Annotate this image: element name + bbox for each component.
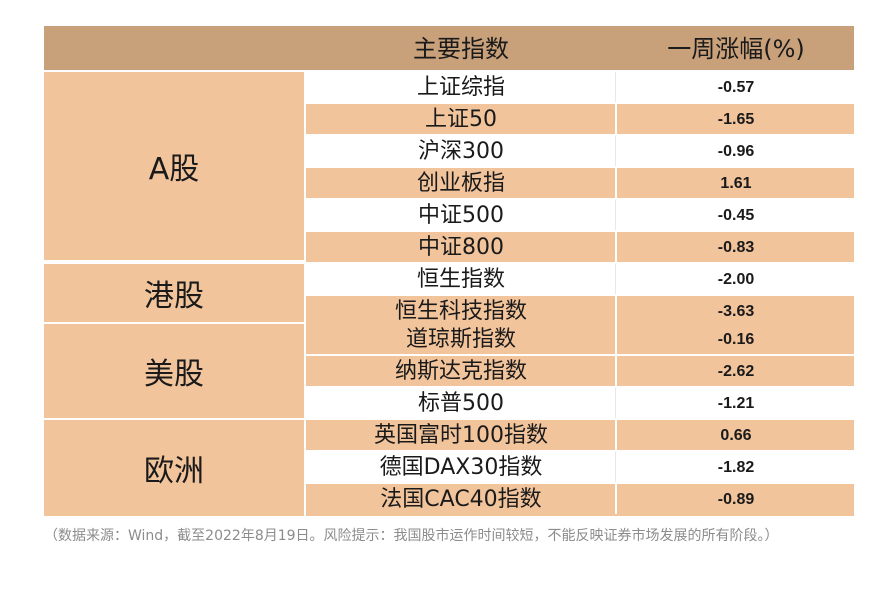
weekly-change: -1.82: [717, 459, 755, 476]
weekly-change: -0.96: [717, 143, 755, 160]
index-name: 德国DAX30指数: [379, 455, 543, 480]
header-weekly-change: 一周涨幅(%): [667, 35, 805, 63]
index-name: 英国富时100指数: [374, 423, 548, 448]
table-row: 创业板指 1.61: [306, 168, 854, 198]
group-a-shares: A股: [44, 72, 304, 260]
table-header: 主要指数 一周涨幅(%): [44, 26, 854, 70]
weekly-change: -2.62: [717, 363, 755, 380]
index-name: 道琼斯指数: [405, 327, 516, 352]
index-name: 上证综指: [416, 75, 505, 100]
weekly-change: -3.63: [717, 303, 755, 320]
weekly-change: -0.57: [717, 79, 755, 96]
index-name: 上证50: [425, 107, 497, 132]
table-row: 标普500 -1.21: [306, 388, 854, 418]
weekly-change: -0.83: [717, 239, 755, 256]
table-row: 上证综指 -0.57: [306, 72, 854, 102]
table-row: 英国富时100指数 0.66: [306, 420, 854, 450]
group-us-shares: 美股: [44, 324, 304, 418]
index-name: 中证500: [418, 203, 504, 228]
table-row: 纳斯达克指数 -2.62: [306, 356, 854, 386]
footnote: （数据来源：Wind，截至2022年8月19日。风险提示：我国股市运作时间较短，…: [44, 528, 779, 544]
index-name: 沪深300: [418, 139, 504, 164]
table-row: 上证50 -1.65: [306, 104, 854, 134]
weekly-change: -0.89: [717, 491, 755, 508]
index-name: 法国CAC40指数: [380, 487, 542, 512]
table-row: 德国DAX30指数 -1.82: [306, 452, 854, 482]
table-row: 中证800 -0.83: [306, 232, 854, 262]
index-name: 中证800: [418, 235, 504, 260]
table-row: 法国CAC40指数 -0.89: [306, 484, 854, 516]
header-index-name: 主要指数: [413, 35, 509, 63]
index-name: 恒生指数: [416, 267, 505, 292]
table-row: 恒生指数 -2.00: [306, 264, 854, 294]
weekly-change: 1.61: [720, 175, 752, 192]
table-row: 恒生科技指数 -3.63: [306, 296, 854, 326]
weekly-change: 0.66: [720, 427, 752, 444]
index-name: 纳斯达克指数: [394, 359, 527, 384]
index-name: 恒生科技指数: [394, 299, 527, 324]
weekly-change: -1.65: [717, 111, 755, 128]
index-name: 创业板指: [416, 171, 505, 196]
weekly-change: -1.21: [717, 395, 755, 412]
table-row: 沪深300 -0.96: [306, 136, 854, 166]
index-name: 标普500: [418, 391, 504, 416]
group-europe: 欧洲: [44, 420, 304, 516]
table-row: 道琼斯指数 -0.16: [306, 324, 854, 354]
weekly-change: -0.45: [717, 207, 755, 224]
weekly-change: -2.00: [717, 271, 755, 288]
weekly-change: -0.16: [717, 331, 755, 348]
table-row: 中证500 -0.45: [306, 200, 854, 230]
group-hk-shares: 港股: [44, 264, 304, 322]
